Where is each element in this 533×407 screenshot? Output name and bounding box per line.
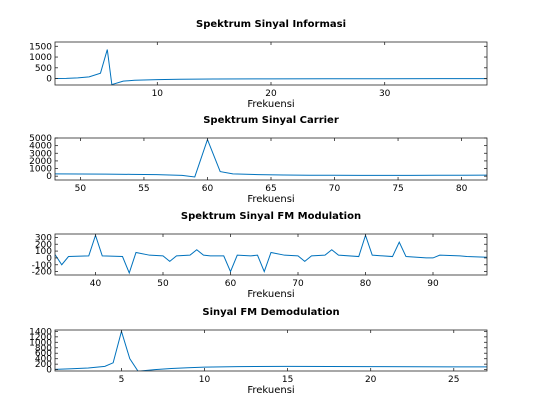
y-tick-label: 1400 bbox=[29, 327, 52, 337]
x-axis-label: Frekuensi bbox=[247, 289, 294, 300]
x-tick-label: 70 bbox=[292, 279, 304, 289]
series-line bbox=[55, 234, 487, 275]
y-tick-label: 1000 bbox=[29, 338, 52, 348]
x-tick-label: 40 bbox=[90, 279, 102, 289]
y-tick-label: 400 bbox=[35, 355, 52, 365]
x-tick-label: 70 bbox=[329, 184, 341, 194]
series-line bbox=[55, 330, 487, 371]
x-tick-label: 5 bbox=[119, 375, 125, 385]
y-tick-label: 500 bbox=[35, 64, 52, 74]
chart-panel-2: Spektrum Sinyal Carrier 50 55 60 65 70 75 80 010… bbox=[29, 115, 488, 205]
y-tick-label: 5000 bbox=[29, 134, 52, 144]
y-tick-label: 200 bbox=[35, 360, 52, 370]
x-tick-label: 30 bbox=[379, 89, 391, 99]
chart-title: Spektrum Sinyal FM Modulation bbox=[181, 211, 361, 222]
axes-box bbox=[54, 329, 488, 372]
series-line bbox=[55, 49, 487, 85]
y-tick-label: 600 bbox=[35, 349, 52, 359]
x-tick-label: 25 bbox=[448, 375, 459, 385]
y-tick-label: 4000 bbox=[29, 142, 52, 152]
chart-panel-1: Spektrum Sinyal Informasi 10 20 30 050010001… bbox=[29, 19, 488, 110]
x-tick-label: 60 bbox=[202, 184, 214, 194]
y-tick-label: 100 bbox=[35, 247, 52, 257]
x-tick-label: 50 bbox=[75, 184, 87, 194]
axes-box bbox=[54, 233, 488, 276]
x-tick-label: 60 bbox=[225, 279, 237, 289]
x-tick-label: 75 bbox=[392, 184, 403, 194]
y-tick-label: 1500 bbox=[29, 42, 52, 52]
y-tick-label: 2000 bbox=[29, 157, 52, 167]
chart-title: Spektrum Sinyal Informasi bbox=[196, 19, 346, 30]
y-tick-label: 300 bbox=[35, 233, 52, 243]
x-tick-label: 10 bbox=[152, 89, 164, 99]
series-line bbox=[55, 138, 487, 178]
y-tick-label: 800 bbox=[35, 344, 52, 354]
x-tick-label: 90 bbox=[427, 279, 439, 289]
x-tick-label: 20 bbox=[365, 375, 377, 385]
y-tick-label: 1200 bbox=[29, 333, 52, 343]
chart-title: Spektrum Sinyal Carrier bbox=[203, 115, 339, 126]
x-tick-label: 15 bbox=[282, 375, 293, 385]
x-tick-label: 65 bbox=[265, 184, 276, 194]
x-tick-label: 50 bbox=[157, 279, 169, 289]
y-tick-label: 0 bbox=[46, 254, 52, 264]
x-tick-label: 55 bbox=[138, 184, 149, 194]
y-tick-label: 0 bbox=[46, 172, 52, 182]
axes-box bbox=[54, 137, 488, 181]
chart-title: Sinyal FM Demodulation bbox=[202, 307, 339, 318]
x-tick-label: 20 bbox=[265, 89, 277, 99]
y-tick-label: 1000 bbox=[29, 165, 52, 175]
x-axis-label: Frekuensi bbox=[247, 194, 294, 205]
chart-panel-3: Spektrum Sinyal FM Modulation 40 50 60 70 80 9… bbox=[32, 211, 488, 300]
y-tick-label: 200 bbox=[35, 240, 52, 250]
x-tick-label: 80 bbox=[456, 184, 468, 194]
y-tick-label: 1000 bbox=[29, 53, 52, 63]
y-tick-label: 3000 bbox=[29, 149, 52, 159]
chart-panel-4: Sinyal FM Demodulation 5 10 15 20 25 020040060… bbox=[29, 307, 488, 396]
x-tick-label: 10 bbox=[199, 375, 211, 385]
x-axis-label: Frekuensi bbox=[247, 385, 294, 396]
y-tick-label: -200 bbox=[32, 268, 53, 278]
y-tick-label: -100 bbox=[32, 261, 53, 271]
y-tick-label: 0 bbox=[46, 366, 52, 376]
x-axis-label: Frekuensi bbox=[247, 99, 294, 110]
x-tick-label: 80 bbox=[360, 279, 372, 289]
y-tick-label: 0 bbox=[46, 75, 52, 85]
